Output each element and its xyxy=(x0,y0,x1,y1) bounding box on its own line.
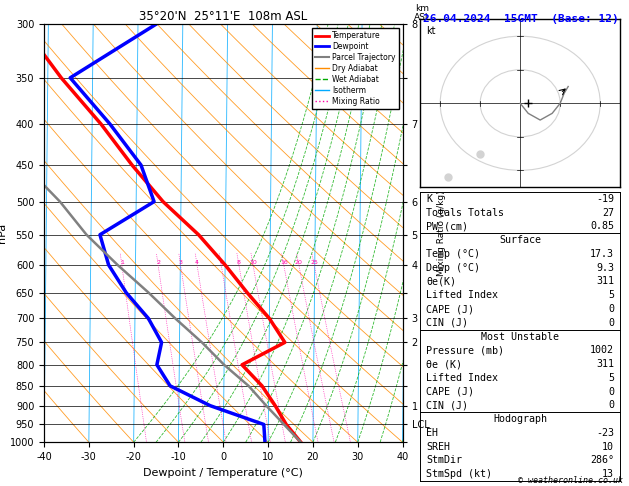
Text: 0: 0 xyxy=(608,318,614,328)
Text: -23: -23 xyxy=(596,428,614,438)
Text: PW (cm): PW (cm) xyxy=(426,222,468,231)
Text: 4: 4 xyxy=(195,260,199,265)
Text: 10: 10 xyxy=(602,442,614,451)
Text: CAPE (J): CAPE (J) xyxy=(426,304,474,314)
Text: Lifted Index: Lifted Index xyxy=(426,290,498,300)
Text: θe (K): θe (K) xyxy=(426,359,462,369)
Text: Mixing Ratio (g/kg): Mixing Ratio (g/kg) xyxy=(438,191,447,276)
Text: 10: 10 xyxy=(249,260,257,265)
Text: 27: 27 xyxy=(602,208,614,218)
Legend: Temperature, Dewpoint, Parcel Trajectory, Dry Adiabat, Wet Adiabat, Isotherm, Mi: Temperature, Dewpoint, Parcel Trajectory… xyxy=(313,28,399,109)
Text: 13: 13 xyxy=(602,469,614,479)
Text: θe(K): θe(K) xyxy=(426,277,456,286)
Text: Pressure (mb): Pressure (mb) xyxy=(426,346,504,355)
Text: km
ASL: km ASL xyxy=(414,3,431,22)
Text: Hodograph: Hodograph xyxy=(493,414,547,424)
Text: Surface: Surface xyxy=(499,235,541,245)
Text: 0: 0 xyxy=(608,400,614,410)
Text: 16: 16 xyxy=(280,260,287,265)
Text: 2: 2 xyxy=(156,260,160,265)
Text: kt: kt xyxy=(426,26,436,36)
X-axis label: Dewpoint / Temperature (°C): Dewpoint / Temperature (°C) xyxy=(143,468,303,478)
Text: Lifted Index: Lifted Index xyxy=(426,373,498,383)
Text: 5: 5 xyxy=(608,290,614,300)
Title: 35°20'N  25°11'E  108m ASL: 35°20'N 25°11'E 108m ASL xyxy=(139,10,308,23)
Y-axis label: hPa: hPa xyxy=(0,223,7,243)
Text: 25: 25 xyxy=(310,260,318,265)
Text: SREH: SREH xyxy=(426,442,450,451)
Text: Temp (°C): Temp (°C) xyxy=(426,249,480,259)
Text: 26.04.2024  15GMT  (Base: 12): 26.04.2024 15GMT (Base: 12) xyxy=(423,14,618,24)
Text: 311: 311 xyxy=(596,277,614,286)
Text: 311: 311 xyxy=(596,359,614,369)
Text: StmSpd (kt): StmSpd (kt) xyxy=(426,469,492,479)
Text: © weatheronline.co.uk: © weatheronline.co.uk xyxy=(518,476,623,485)
Text: Totals Totals: Totals Totals xyxy=(426,208,504,218)
Text: EH: EH xyxy=(426,428,438,438)
Text: 3: 3 xyxy=(179,260,182,265)
Text: CAPE (J): CAPE (J) xyxy=(426,387,474,397)
Text: 1002: 1002 xyxy=(590,346,614,355)
Text: Dewp (°C): Dewp (°C) xyxy=(426,263,480,273)
Text: K: K xyxy=(426,194,432,204)
Text: StmDir: StmDir xyxy=(426,455,462,466)
Text: 5: 5 xyxy=(608,373,614,383)
Text: 0: 0 xyxy=(608,304,614,314)
Text: Most Unstable: Most Unstable xyxy=(481,331,559,342)
Text: CIN (J): CIN (J) xyxy=(426,400,468,410)
Text: 20: 20 xyxy=(295,260,303,265)
Text: 0: 0 xyxy=(608,387,614,397)
Text: 6: 6 xyxy=(220,260,223,265)
Text: CIN (J): CIN (J) xyxy=(426,318,468,328)
Text: 1: 1 xyxy=(120,260,124,265)
Text: 17.3: 17.3 xyxy=(590,249,614,259)
Text: 0.85: 0.85 xyxy=(590,222,614,231)
Text: 9.3: 9.3 xyxy=(596,263,614,273)
Text: 286°: 286° xyxy=(590,455,614,466)
Text: 8: 8 xyxy=(237,260,241,265)
Text: -19: -19 xyxy=(596,194,614,204)
